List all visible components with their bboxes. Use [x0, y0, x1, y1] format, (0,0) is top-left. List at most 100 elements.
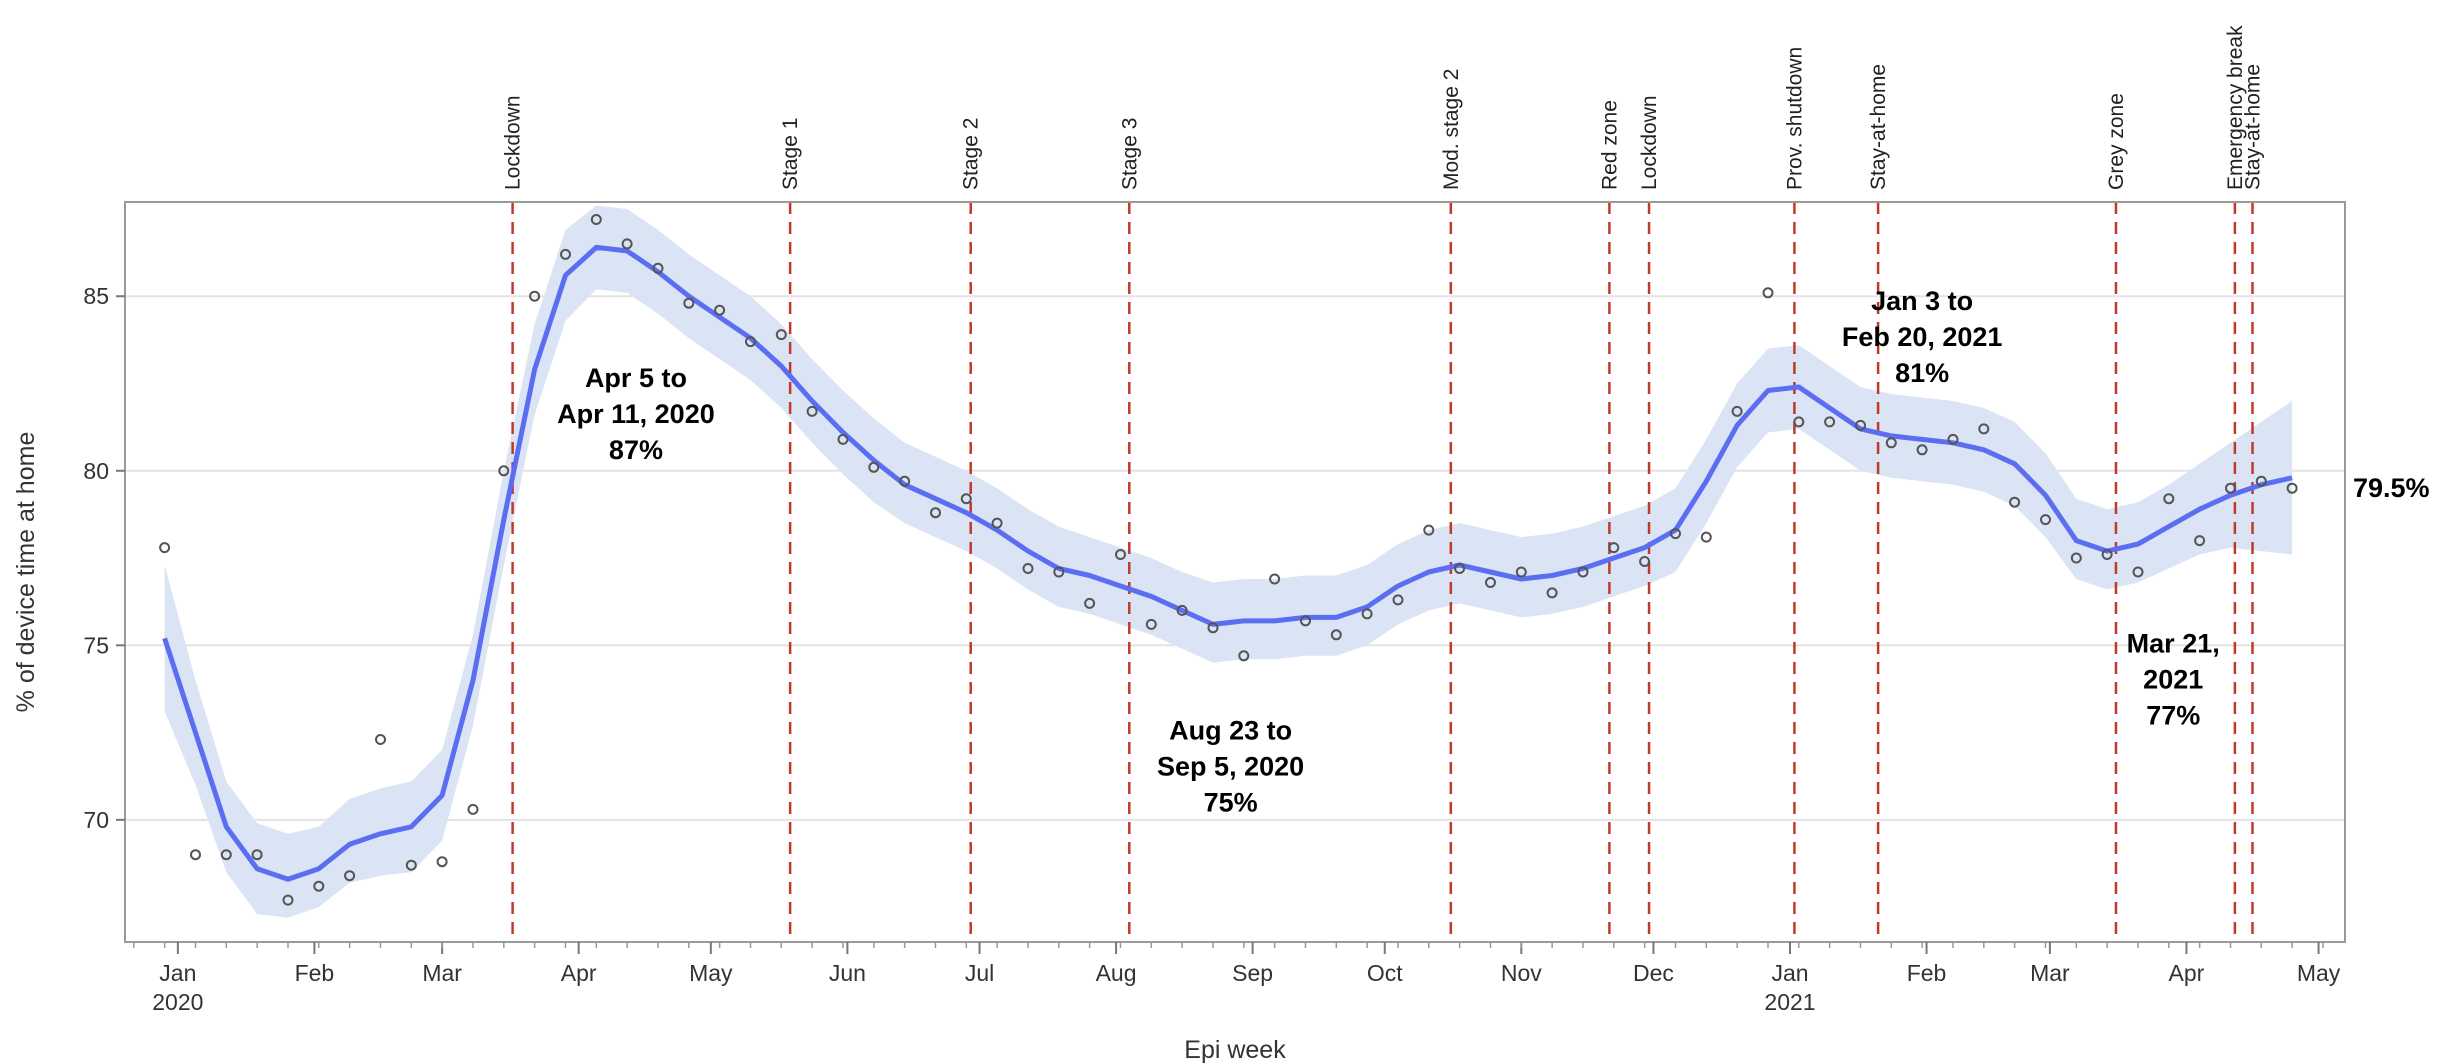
y-axis-title: % of device time at home [12, 432, 40, 713]
data-point [1084, 597, 1096, 609]
data-point [190, 849, 201, 861]
annotation-text: 77% [2146, 700, 2200, 730]
data-point [1330, 629, 1342, 641]
event-label: Mod. stage 2 [1440, 69, 1463, 190]
data-point [2255, 475, 2267, 487]
x-tick-label: Apr [561, 960, 597, 986]
x-tick-label: Oct [1367, 960, 1403, 986]
data-point [1515, 566, 1527, 578]
data-point [2286, 482, 2298, 494]
data-point [991, 517, 1003, 529]
x-tick-label: Dec [1633, 960, 1674, 986]
data-point [467, 803, 479, 815]
x-tick-label: May [689, 960, 733, 986]
event-label: Prov. shutdown [1783, 47, 1806, 190]
data-point [313, 880, 325, 892]
x-tick-label: Feb [295, 960, 335, 986]
data-point [282, 894, 294, 906]
x-tick-label: Nov [1501, 960, 1542, 986]
y-tick-label: 85 [83, 283, 109, 309]
data-point [2009, 496, 2021, 508]
annotation-text: Jan 3 to [1871, 286, 1973, 316]
data-point [621, 238, 633, 250]
x-tick-label: Sep [1232, 960, 1273, 986]
data-point [1207, 622, 1219, 634]
gridlines [125, 295, 2345, 821]
annotation-text: 75% [1204, 788, 1258, 818]
data-point [2225, 482, 2236, 494]
data-point [1608, 542, 1620, 554]
data-points [159, 214, 2298, 906]
data-point [1793, 416, 1805, 428]
x-year-label: 2020 [152, 989, 203, 1015]
data-point [1145, 618, 1157, 630]
data-point [1454, 563, 1466, 574]
data-point [652, 262, 664, 274]
event-label: Lockdown [1638, 95, 1661, 190]
data-point [1176, 604, 1188, 616]
data-point [1731, 405, 1743, 417]
annotation-text: Apr 5 to [585, 363, 687, 393]
data-point [1392, 594, 1404, 606]
annotation-text: 2021 [2143, 664, 2203, 694]
confidence-band [164, 205, 2293, 918]
event-markers: Lockdown Stage 1 Stage 2 Stage 3 Mod. stage … [502, 25, 2265, 942]
data-point [529, 290, 541, 302]
data-point [899, 475, 911, 487]
data-point [837, 433, 849, 445]
x-axis-title: Epi week [1184, 1036, 1286, 1063]
data-point [2040, 514, 2051, 526]
annotation-text: Feb 20, 2021 [1842, 322, 2003, 352]
data-point [775, 329, 787, 341]
data-point [251, 849, 263, 861]
data-point [683, 297, 695, 309]
annotation-text: Sep 5, 2020 [1157, 752, 1304, 782]
data-point [1361, 608, 1373, 620]
event-label: Stage 3 [1118, 118, 1141, 190]
data-point [2070, 552, 2082, 564]
x-tick-label: May [2297, 960, 2341, 986]
data-point [159, 542, 171, 554]
annotations: Apr 5 to Apr 11, 2020 87% Aug 23 to Sep 5, 2… [557, 286, 2220, 817]
data-point [1639, 556, 1651, 567]
event-label: Red zone [1598, 100, 1621, 190]
data-point [1300, 615, 1311, 627]
event-label: Stage 2 [960, 118, 983, 190]
data-point [498, 465, 510, 477]
data-point [1238, 650, 1250, 662]
data-point [930, 507, 941, 519]
data-point [1053, 566, 1065, 578]
annotation-text: Mar 21, [2127, 628, 2220, 658]
data-point [436, 856, 448, 868]
x-year-label: 2021 [1764, 989, 1815, 1015]
data-point [1485, 577, 1496, 588]
x-tick-label: Jul [965, 960, 994, 986]
x-axis: Jan 2020 Feb Mar Apr May Jun Jul Aug Sep Oct Nov Dec… [133, 942, 2341, 1015]
annotation-text: Aug 23 to [1169, 716, 1292, 746]
data-point [1115, 549, 1126, 560]
y-axis: 70 75 80 85 [83, 283, 125, 833]
x-tick-label: Aug [1096, 960, 1137, 986]
data-point [2163, 493, 2175, 505]
data-point [590, 214, 602, 225]
y-tick-label: 70 [83, 807, 109, 833]
y-tick-label: 80 [83, 458, 109, 484]
event-label: Stay-at-home [1867, 64, 1890, 190]
x-tick-label: Jan [1771, 960, 1808, 986]
data-point [1947, 433, 1959, 445]
data-point [344, 870, 356, 882]
plot-frame [124, 201, 2346, 943]
x-tick-label: Jun [829, 960, 866, 986]
data-point [1269, 573, 1281, 585]
end-value-label: 79.5% [2353, 473, 2430, 503]
data-point [1700, 531, 1712, 543]
data-point [220, 849, 232, 861]
data-point [1546, 587, 1558, 599]
data-point [714, 304, 726, 316]
event-label: Grey zone [2105, 93, 2128, 190]
annotation-text: Apr 11, 2020 [557, 399, 715, 429]
data-point [1670, 528, 1681, 540]
data-point [375, 734, 386, 745]
data-point [2194, 535, 2206, 547]
